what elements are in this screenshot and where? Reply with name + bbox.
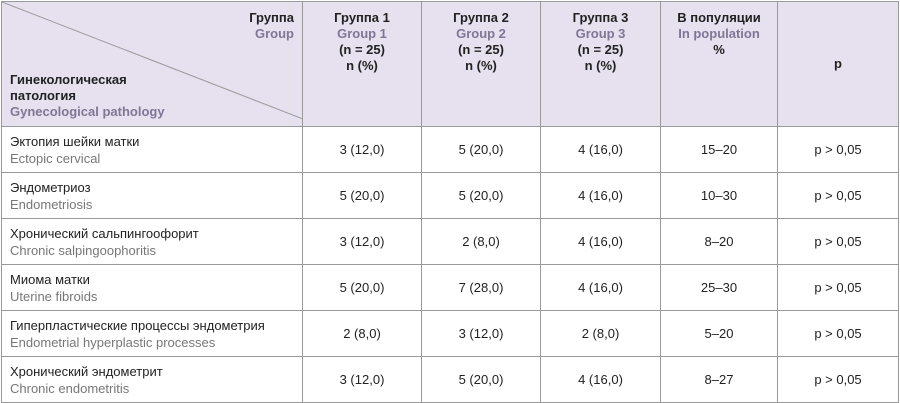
pathology-cell: Эндометриоз Endometriosis <box>1 172 303 219</box>
table-row: Хронический эндометрит Chronic endometrit… <box>1 356 899 403</box>
value-cell: 2 (8,0) <box>540 310 661 357</box>
header-row: Группа Group Гинекологическая патология … <box>1 1 899 127</box>
value-cell: 8–20 <box>660 218 778 265</box>
pathology-ru: Гинекологическая патология <box>10 72 127 103</box>
header-n: (n = 25) <box>577 42 624 57</box>
value-cell: p > 0,05 <box>777 310 899 357</box>
pathology-cell: Хронический сальпингоофорит Chronic salpi… <box>1 218 303 265</box>
header-en: Group 2 <box>456 26 506 41</box>
value-cell: p > 0,05 <box>777 356 899 403</box>
value-cell: 25–30 <box>660 264 778 311</box>
value-cell: 5 (20,0) <box>421 126 541 173</box>
value-cell: 3 (12,0) <box>421 310 541 357</box>
column-header: Группа 2 Group 2 (n = 25) n (%) <box>421 1 541 127</box>
pathology-cell: Гиперпластические процессы эндометрия End… <box>1 310 303 357</box>
value-cell: 3 (12,0) <box>302 126 422 173</box>
value-cell: 8–27 <box>660 356 778 403</box>
header-ru: Группа 1 <box>334 10 390 25</box>
pathology-ru: Хронический сальпингоофорит <box>10 225 199 241</box>
table-header: Группа Group Гинекологическая патология … <box>1 1 899 127</box>
header-ru: В популяции <box>677 10 761 25</box>
diagonal <box>2 2 303 119</box>
column-header: Группа 1 Group 1 (n = 25) n (%) <box>302 1 422 127</box>
pathology-ru: Хронический эндометрит <box>10 363 163 379</box>
value-cell: 5 (20,0) <box>421 356 541 403</box>
value-cell: 7 (28,0) <box>421 264 541 311</box>
pathology-cell: Миома матки Uterine fibroids <box>1 264 303 311</box>
value-cell: 4 (16,0) <box>540 126 661 173</box>
pathology-en: Chronic endometritis <box>10 380 130 396</box>
table-row: Эктопия шейки матки Ectopic cervical 3 (12… <box>1 126 899 173</box>
table-row: Эндометриоз Endometriosis 5 (20,0) 5 (20,0)… <box>1 172 899 219</box>
value-cell: p > 0,05 <box>777 218 899 265</box>
header-en: Group 3 <box>575 26 626 41</box>
table-row: Хронический сальпингоофорит Chronic salpi… <box>1 218 899 265</box>
group-en: Group <box>255 26 294 41</box>
header-unit: n (%) <box>465 58 497 73</box>
value-cell: p > 0,05 <box>777 126 899 173</box>
header-unit: % <box>713 42 725 57</box>
pathology-en: Ectopic cervical <box>10 150 101 166</box>
value-cell: 5 (20,0) <box>302 264 422 311</box>
header-ru: Группа 2 <box>453 10 509 25</box>
pathology-ru: Эндометриоз <box>10 179 91 195</box>
value-cell: p > 0,05 <box>777 264 899 311</box>
table-body: Эктопия шейки матки Ectopic cervical 3 (12… <box>1 126 899 403</box>
header-en: Group 1 <box>337 26 387 41</box>
pathology-en: Gynecological pathology <box>10 104 165 119</box>
value-cell: 4 (16,0) <box>540 356 661 403</box>
pathology-en: Uterine fibroids <box>10 288 98 304</box>
value-cell: 15–20 <box>660 126 778 173</box>
value-cell: 3 (12,0) <box>302 218 422 265</box>
value-cell: 5–20 <box>660 310 778 357</box>
header-unit: n (%) <box>346 58 378 73</box>
header-unit: n (%) <box>584 58 617 73</box>
column-header: В популяции In population% <box>660 1 778 127</box>
pathology-ru: Гиперпластические процессы эндометрия <box>10 317 265 333</box>
pathology-en: Endometrial hyperplastic processes <box>10 334 216 350</box>
column-header: Группа 3 Group 3 (n = 25) n (%) <box>540 1 661 127</box>
value-cell: 5 (20,0) <box>302 172 422 219</box>
pathology-cell: Эктопия шейки матки Ectopic cervical <box>1 126 303 173</box>
pathology-en: Endometriosis <box>10 196 93 212</box>
pathology-cell: Хронический эндометрит Chronic endometrit… <box>1 356 303 403</box>
value-cell: 4 (16,0) <box>540 172 661 219</box>
group-label: Группа Group <box>249 10 294 42</box>
value-cell: 5 (20,0) <box>421 172 541 219</box>
pathology-ru: Миома матки <box>10 271 90 287</box>
value-cell: 2 (8,0) <box>421 218 541 265</box>
value-cell: 2 (8,0) <box>302 310 422 357</box>
table-row: Гиперпластические процессы эндометрия End… <box>1 310 899 357</box>
value-cell: 4 (16,0) <box>540 264 661 311</box>
header-n: (n = 25) <box>339 42 385 57</box>
corner-cell: Группа Group Гинекологическая патология … <box>1 1 303 127</box>
table-row: Миома матки Uterine fibroids 5 (20,0) 7 (28… <box>1 264 899 311</box>
value-cell: 3 (12,0) <box>302 356 422 403</box>
pathology-en: Chronic salpingoophoritis <box>10 242 156 258</box>
header-n: (n = 25) <box>458 42 504 57</box>
value-cell: p > 0,05 <box>777 172 899 219</box>
value-cell: 4 (16,0) <box>540 218 661 265</box>
header-en: In population <box>678 26 760 41</box>
header-ru: p <box>834 56 842 71</box>
header-ru: Группа 3 <box>572 10 629 25</box>
pathology-label: Гинекологическая патология Gynecological… <box>10 72 165 120</box>
value-cell: 10–30 <box>660 172 778 219</box>
group-ru: Группа <box>249 10 294 25</box>
column-header: p <box>777 1 899 127</box>
pathology-ru: Эктопия шейки матки <box>10 133 140 149</box>
